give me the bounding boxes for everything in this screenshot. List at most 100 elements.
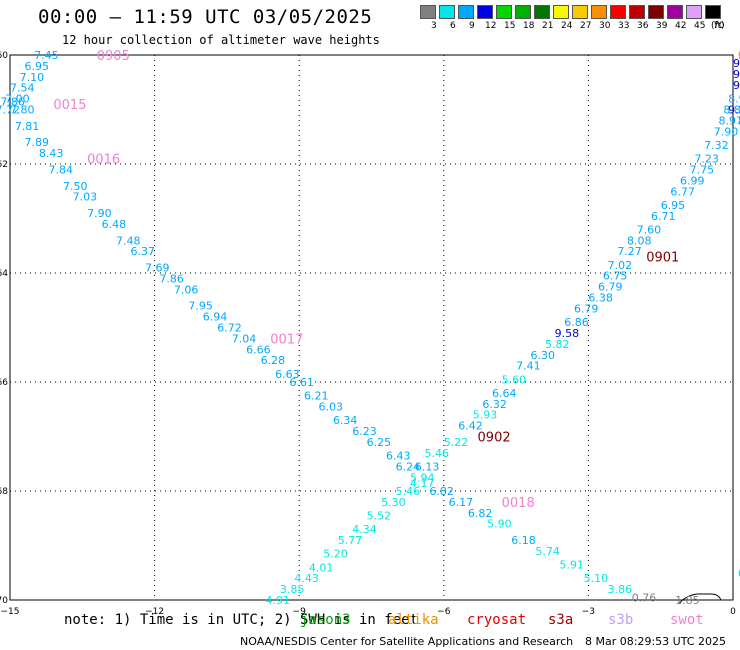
page-title: 00:00 — 11:59 UTC 03/05/2025 <box>38 6 373 28</box>
wave-height-value: 6.25 <box>367 436 392 449</box>
y-tick-label: -68 <box>0 487 8 497</box>
wave-height-value: 6.94 <box>203 311 228 324</box>
legend-label-33: 33 <box>618 21 630 31</box>
legend-label-30: 30 <box>599 21 611 31</box>
wave-height-value: 9.37 <box>733 57 740 70</box>
wave-height-value: 7.27 <box>617 245 642 258</box>
wave-height-value: 1.85 <box>675 594 700 607</box>
wave-height-value: 6.71 <box>651 210 676 223</box>
wave-height-value: 6.82 <box>429 485 454 498</box>
pass-time-label: 0017 <box>270 332 303 347</box>
legend-swatch-36 <box>629 5 645 19</box>
wave-height-value: 7.84 <box>49 163 73 176</box>
satellite-label-jason3: jason3 <box>300 612 351 628</box>
legend-label-3: 3 <box>431 21 437 31</box>
wave-height-value: 6.64 <box>492 387 517 400</box>
wave-height-value: 6.43 <box>386 450 411 463</box>
pass-time-label: 0016 <box>87 153 120 168</box>
pass-time-label: 0018 <box>502 496 535 511</box>
wave-height-value: 6.61 <box>290 376 315 389</box>
wave-height-value: 7.48 <box>116 234 141 247</box>
wave-height-value: 8.08 <box>627 234 652 247</box>
wave-height-value: 7.10 <box>20 71 45 84</box>
footer-timestamp: 8 Mar 08:29:53 UTC 2025 <box>585 635 726 648</box>
wave-height-value: 8.8 <box>723 104 740 117</box>
wave-height-value: 6.18 <box>511 534 536 547</box>
wave-height-value: 7.75 <box>690 163 715 176</box>
y-tick-label: -70 <box>0 596 8 606</box>
wave-height-value: 8.1 <box>738 114 740 127</box>
wave-height-value: 8.90 <box>728 93 740 106</box>
wave-height-value: 7.23 <box>694 153 719 166</box>
legend-label-18: 18 <box>523 21 535 31</box>
legend-label-45: 45 <box>694 21 706 31</box>
legend-label-70: 70 <box>713 21 725 31</box>
wave-height-value: 6.38 <box>588 292 613 305</box>
wave-height-value: 6.48 <box>102 218 127 231</box>
legend-swatch-30 <box>591 5 607 19</box>
wave-height-value: 0.76 <box>632 591 657 604</box>
pass-time-label: 0905 <box>97 49 130 64</box>
y-tick-label: -64 <box>0 269 8 279</box>
wave-height-value: 6.75 <box>603 270 628 283</box>
wave-height-value: 6.32 <box>482 398 507 411</box>
wave-height-value: 6.86 <box>564 316 589 329</box>
wave-height-value: 7.90 <box>87 207 112 220</box>
wave-height-value: 7.41 <box>516 360 541 373</box>
pass-time-label: 08 <box>738 49 740 64</box>
legend-label-39: 39 <box>656 21 668 31</box>
wave-height-value: 6.30 <box>531 349 556 362</box>
y-tick-label: -60 <box>0 51 8 61</box>
wave-height-value: 5.77 <box>338 534 363 547</box>
legend-swatch-12 <box>477 5 493 19</box>
wave-height-value: 6.79 <box>598 281 623 294</box>
legend-swatch-39 <box>648 5 664 19</box>
wave-height-value: 6.21 <box>304 390 329 403</box>
legend-label-42: 42 <box>675 21 687 31</box>
wave-height-value: 9.69 <box>733 68 740 81</box>
wave-height-value: 7.02 <box>608 259 633 272</box>
wave-height-value: 5.82 <box>545 338 570 351</box>
wave-height-value: 4.17 <box>410 477 435 490</box>
wave-height-value: 7.54 <box>10 82 35 95</box>
wave-height-value: 4.01 <box>309 561 334 574</box>
wave-height-value: 5.90 <box>487 518 512 531</box>
wave-height-value: 6.42 <box>458 420 483 433</box>
wave-height-value: 9.30 <box>733 79 740 92</box>
wave-height-value: 5.52 <box>367 510 392 523</box>
wave-height-value: 5.10 <box>584 572 609 585</box>
wave-height-value: 6.95 <box>661 199 686 212</box>
wave-height-value: 6.03 <box>318 401 343 414</box>
wave-height-value: 8.43 <box>39 147 64 160</box>
wave-height-value: 6.72 <box>217 322 242 335</box>
wave-height-value: 6.66 <box>246 343 271 356</box>
legend-label-15: 15 <box>504 21 516 31</box>
wave-height-value: 6.34 <box>333 414 358 427</box>
legend-swatch-9 <box>458 5 474 19</box>
wave-height-value: 7.72 <box>0 104 20 117</box>
footnote: note: 1) Time is in UTC; 2) SWH is in fe… <box>64 612 419 628</box>
wave-height-value: 7.69 <box>145 262 170 275</box>
wave-height-value: 7.80 <box>10 104 35 117</box>
wave-height-value: 5.46 <box>396 485 421 498</box>
footer-source: NOAA/NESDIS Center for Satellite Applica… <box>240 635 574 648</box>
legend-swatch-3 <box>420 5 436 19</box>
wave-height-value: 7.60 <box>637 223 662 236</box>
wave-height-value: 5.46 <box>425 447 450 460</box>
satellite-label-altika: altika <box>388 612 439 628</box>
wave-height-value: 7.06 <box>174 283 199 296</box>
pass-time-label: 0015 <box>53 98 86 113</box>
wave-height-value: 9.35 <box>728 104 740 117</box>
wave-height-value: 6.95 <box>24 60 49 73</box>
wave-height-value: 5.22 <box>444 436 469 449</box>
wave-height-value: 7.04 <box>232 332 257 345</box>
x-tick-label: −6 <box>437 607 451 617</box>
x-tick-label: −15 <box>1 607 20 617</box>
wave-height-value: 7.90 <box>714 125 739 138</box>
wave-height-value: 7.03 <box>73 191 98 204</box>
x-tick-label: −9 <box>293 607 307 617</box>
wave-height-value: 7.32 <box>704 139 729 152</box>
wave-height-value: 7.50 <box>63 180 88 193</box>
